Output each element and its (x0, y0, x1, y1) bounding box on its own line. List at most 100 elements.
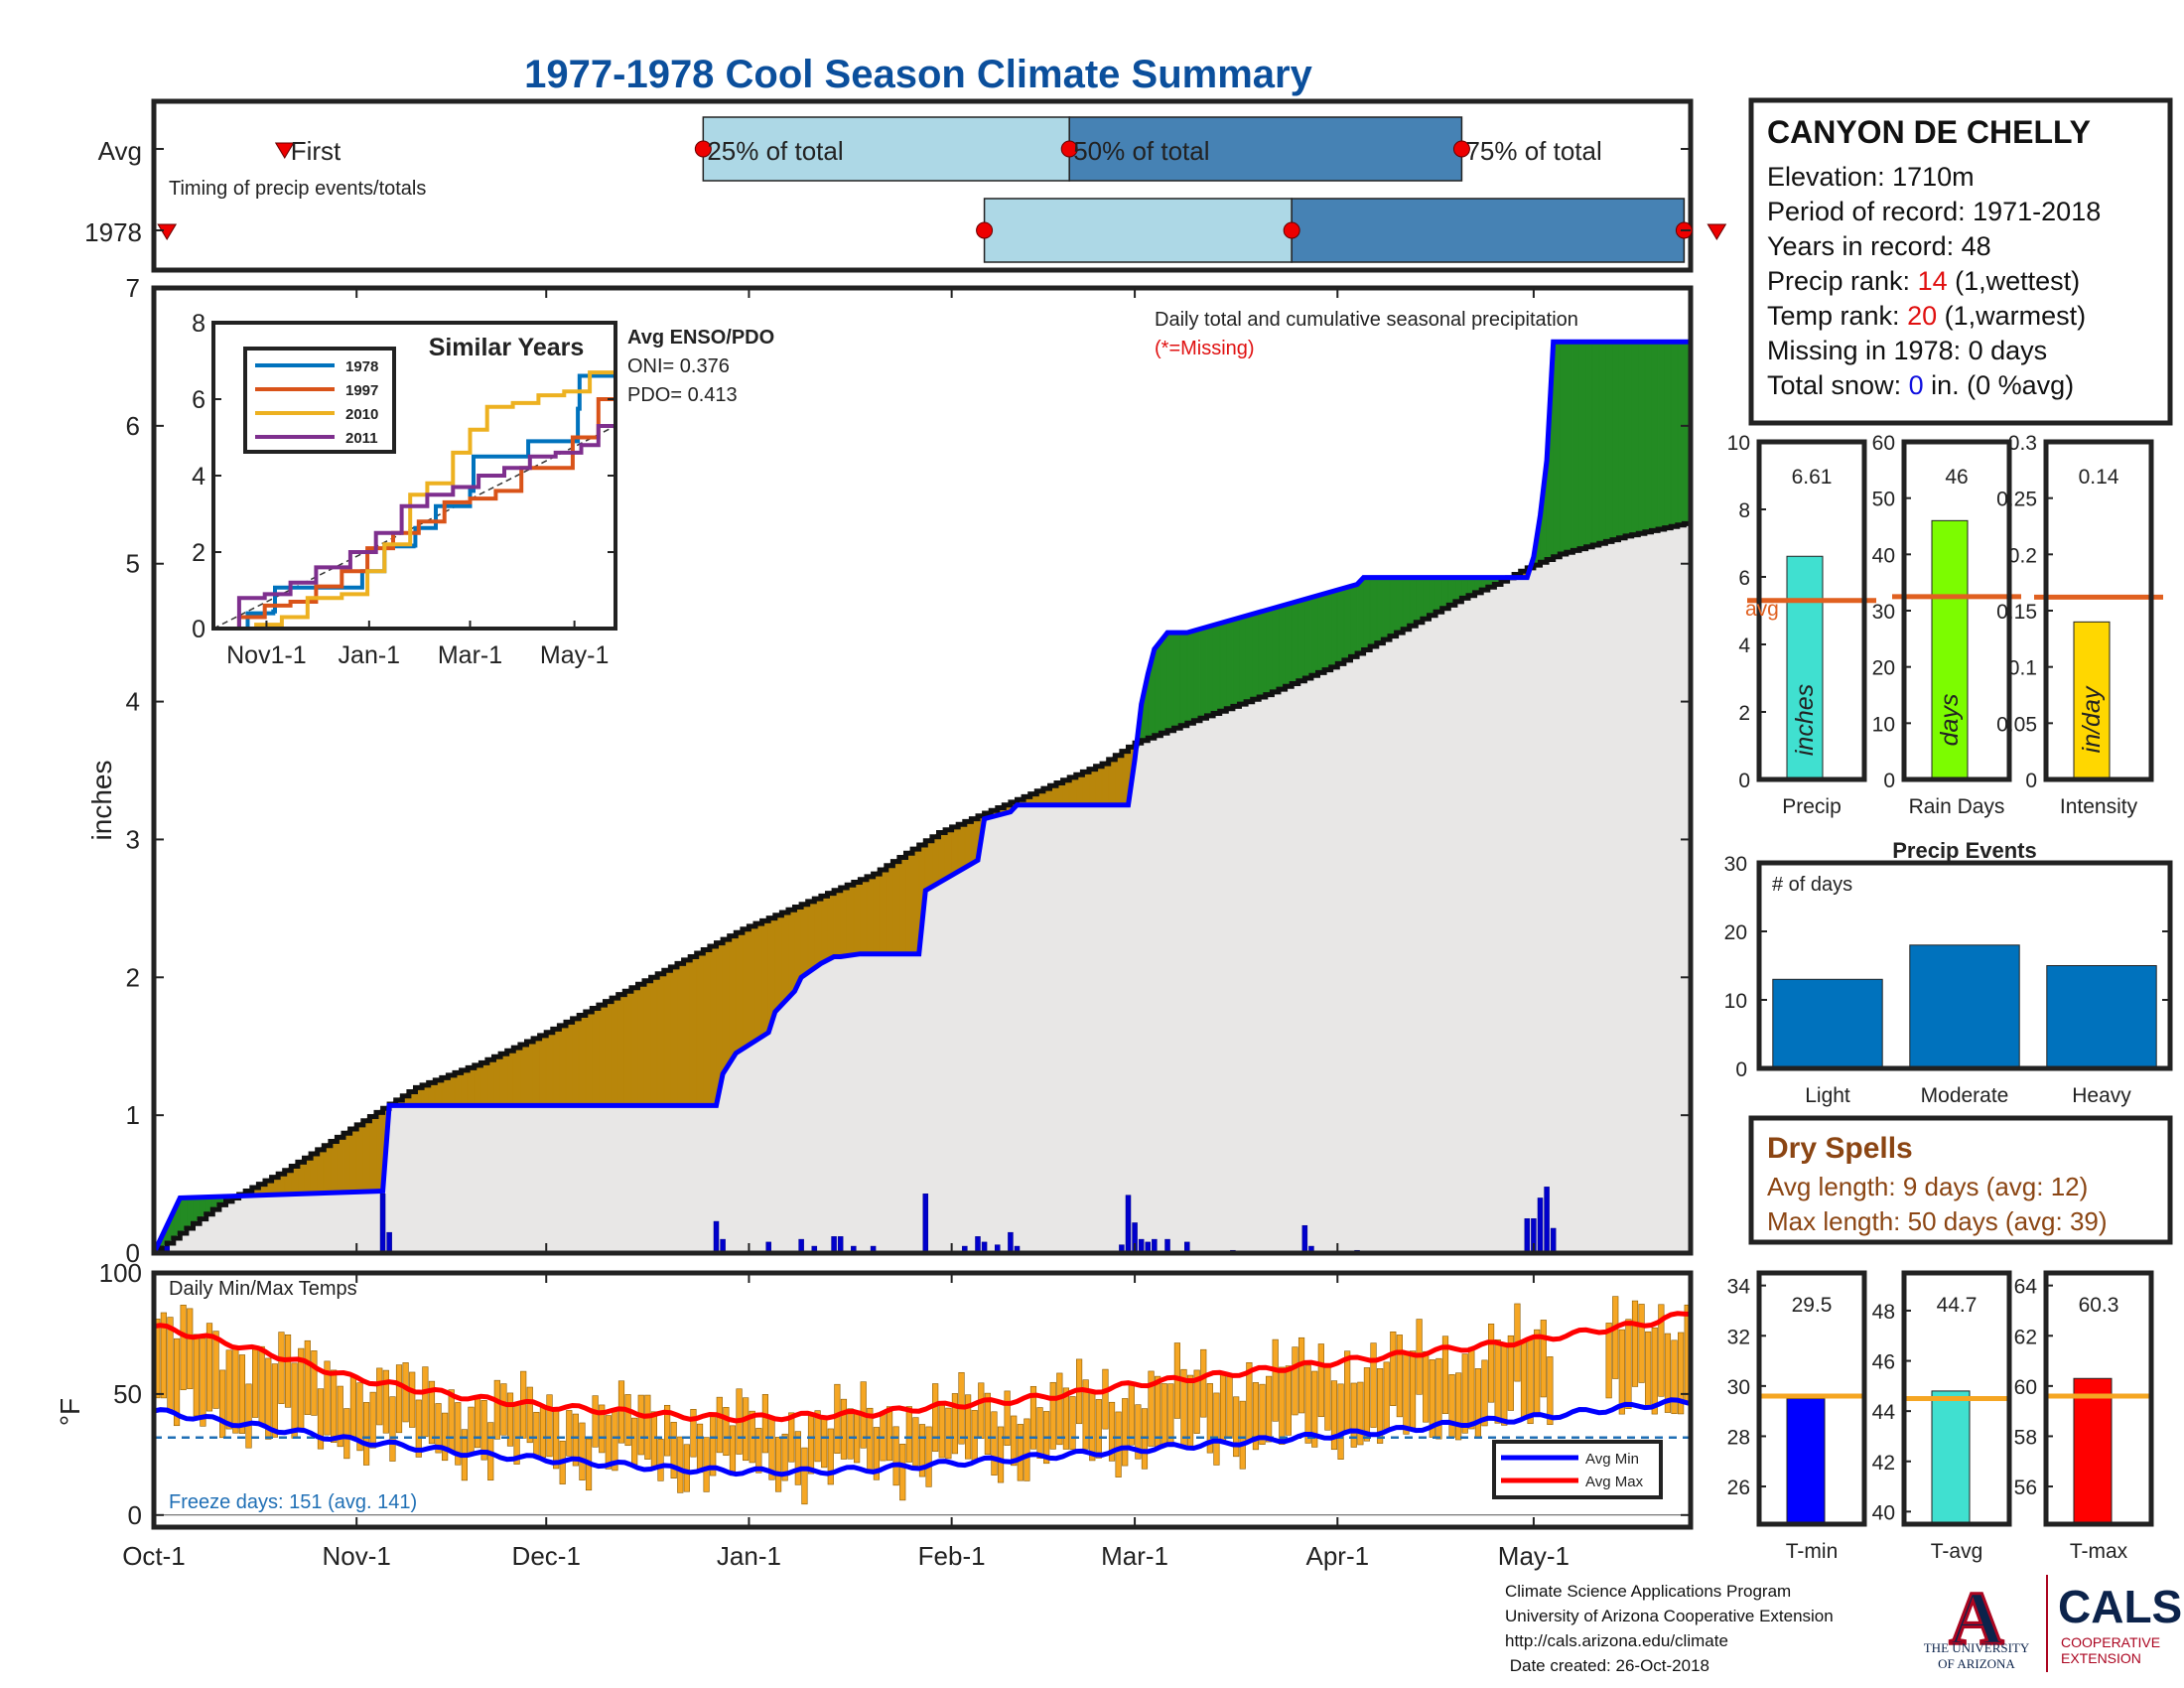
daily-temp-bar (637, 1394, 644, 1456)
freeze-days-text: Freeze days: 151 (avg. 141) (169, 1491, 417, 1513)
deficit-fill (512, 1044, 521, 1106)
daily-temp-bar (212, 1331, 219, 1409)
deficit-fill (650, 973, 658, 1106)
daily-temp-bar (395, 1364, 403, 1434)
mini-0-unit: inches (1791, 684, 1819, 756)
surplus-fill (1402, 577, 1411, 631)
mini-temp-y-tick-label: 62 (2014, 1326, 2037, 1348)
daily-temp-bar (1219, 1371, 1227, 1444)
cals-sub-2: EXTENSION (2061, 1650, 2141, 1666)
daily-temp-bar (526, 1386, 533, 1444)
daily-temp-bar (814, 1410, 821, 1463)
dry-spells-avg: Avg length: 9 days (avg: 12) (1767, 1172, 2088, 1201)
mini-temp-y-tick-label: 48 (1872, 1301, 1895, 1324)
station-name: CANYON DE CHELLY (1767, 114, 2091, 150)
daily-temp-bar (761, 1394, 769, 1454)
daily-temp-bar (369, 1391, 376, 1449)
enso-title: Avg ENSO/PDO (627, 327, 774, 349)
surplus-fill (1598, 341, 1606, 544)
daily-temp-bar (422, 1366, 429, 1438)
surplus-fill (1677, 341, 1685, 526)
daily-temp-bar (905, 1406, 912, 1463)
daily-temp-bar (435, 1403, 442, 1454)
surplus-fill (1206, 625, 1214, 717)
mini-temp-y-tick-label: 58 (2014, 1426, 2037, 1449)
avg-q50-marker (1060, 140, 1078, 158)
daily-temp-bar (474, 1395, 481, 1449)
dry-spells-box: Dry Spells Avg length: 9 days (avg: 12) … (1748, 1115, 2173, 1245)
inset-y-tick-label: 2 (192, 539, 205, 567)
temp-chart-title: Daily Min/Max Temps (169, 1278, 357, 1300)
daily-temp-bar (1226, 1376, 1233, 1439)
events-y-tick-label: 0 (1735, 1058, 1747, 1081)
timing-row-label-year: 1978 (84, 217, 142, 247)
surplus-fill (1258, 610, 1267, 698)
daily-temp-bar (1266, 1375, 1273, 1443)
daily-temp-bar (1148, 1370, 1155, 1447)
daily-temp-bar (1344, 1350, 1351, 1431)
daily-temp-bar (343, 1408, 350, 1460)
deficit-fill (605, 997, 613, 1106)
ua-name-2: OF ARIZONA (1938, 1656, 2015, 1671)
daily-temp-bar (743, 1397, 750, 1462)
daily-temp-bar (455, 1402, 462, 1466)
inset-x-tick-label: Mar-1 (438, 641, 502, 669)
deficit-fill (761, 917, 769, 1038)
daily-precip-bar (379, 1194, 386, 1254)
daily-temp-bar (1128, 1382, 1135, 1446)
daily-temp-bar (180, 1305, 187, 1391)
daily-precip-bar (922, 1194, 929, 1254)
surplus-fill (1226, 619, 1234, 710)
year-q25-q50-box (983, 198, 1293, 263)
daily-precip-bar (1008, 1231, 1014, 1254)
daily-temp-bar (945, 1407, 952, 1460)
daily-temp-bar (245, 1383, 252, 1449)
surplus-fill (1166, 632, 1174, 732)
daily-temp-bar (1678, 1332, 1685, 1415)
temp-y-axis-label: °F (55, 1398, 85, 1426)
daily-temp-bar (1625, 1319, 1632, 1409)
x-tick-label: May-1 (1498, 1541, 1570, 1571)
ua-name-1: THE UNIVERSITY (1924, 1640, 2030, 1655)
deficit-fill (585, 1008, 593, 1106)
year-last-marker (1706, 223, 1727, 240)
deficit-fill (866, 873, 874, 954)
surplus-fill (1343, 586, 1351, 661)
daily-temp-bar (1069, 1396, 1076, 1451)
mini-y-tick-label: 0.2 (2008, 544, 2037, 567)
daily-temp-bar (997, 1426, 1005, 1483)
mini-temp-y-tick-label: 32 (1727, 1326, 1750, 1348)
mini-y-tick-label: 50 (1872, 489, 1895, 511)
deficit-fill (807, 898, 815, 974)
mini-temp-2-value: 60.3 (2079, 1294, 2119, 1317)
daily-temp-bar (1004, 1390, 1011, 1446)
daily-temp-bar (480, 1400, 487, 1461)
deficit-fill (617, 990, 625, 1106)
surplus-fill (1566, 341, 1573, 553)
inset-x-tick-label: Jan-1 (339, 641, 401, 669)
daily-temp-bar (729, 1425, 737, 1477)
daily-temp-bar (331, 1369, 338, 1443)
legend-label-2010: 2010 (345, 406, 378, 423)
figure-title: 1977-1978 Cool Season Climate Summary (524, 53, 1312, 96)
daily-temp-bar (572, 1413, 579, 1467)
daily-temp-bar (873, 1427, 880, 1480)
temp-y-tick-label: 100 (99, 1258, 142, 1288)
precip-rank-suffix: (1,wettest) (1948, 266, 2081, 296)
mini-temp-charts: 26 28 30 32 34 29.5 T-min 40 42 44 46 48 44.7 T-avg 56… (1727, 1270, 2154, 1563)
daily-temp-bar (533, 1411, 540, 1458)
surplus-fill (1670, 341, 1679, 527)
temp-rank-suffix: (1,warmest) (1937, 301, 2086, 331)
surplus-fill (1297, 599, 1305, 682)
mini-0-avg-label: avg (1745, 598, 1779, 621)
daily-temp-bar (1239, 1400, 1246, 1470)
deficit-fill (532, 1035, 540, 1106)
deficit-fill (892, 856, 900, 954)
snow-value: 0 (1909, 370, 1924, 400)
below-fill (154, 522, 1691, 1253)
daily-temp-bar (696, 1423, 704, 1474)
daily-temp-bar (1383, 1361, 1390, 1431)
daily-temp-bar (362, 1402, 370, 1466)
daily-temp-bar (1507, 1335, 1514, 1411)
inset-y-tick-label: 6 (192, 386, 205, 414)
